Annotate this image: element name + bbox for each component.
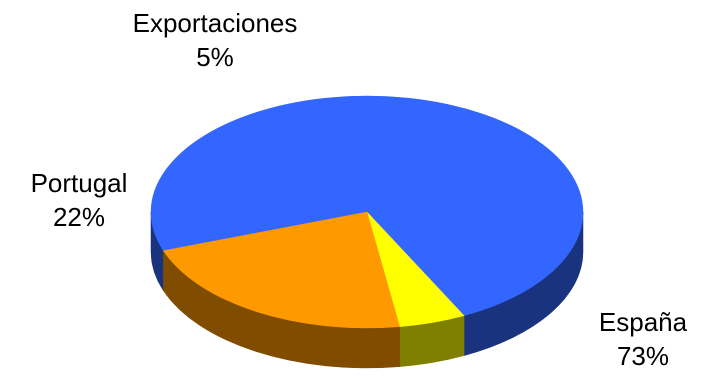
label-portugal-name: Portugal xyxy=(30,168,128,198)
label-espana: España 73% xyxy=(578,305,708,373)
label-exportaciones: Exportaciones 5% xyxy=(100,6,330,74)
label-exportaciones-pct: 5% xyxy=(196,42,234,72)
label-portugal: Portugal 22% xyxy=(4,166,154,234)
pie-slice-espana xyxy=(150,95,584,316)
label-espana-name: España xyxy=(598,307,688,337)
label-espana-pct: 73% xyxy=(616,341,670,371)
label-portugal-pct: 22% xyxy=(52,202,106,232)
label-exportaciones-name: Exportaciones xyxy=(132,8,298,38)
pie-slice-portugal xyxy=(162,211,400,329)
